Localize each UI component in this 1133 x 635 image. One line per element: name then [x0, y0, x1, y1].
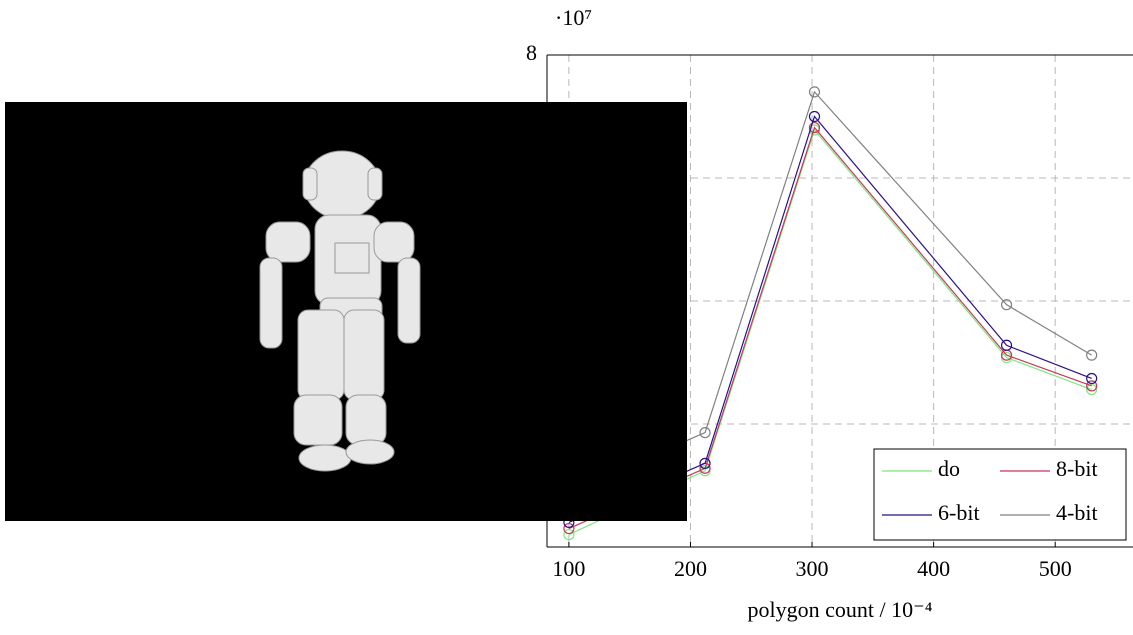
data-point — [563, 529, 575, 541]
legend: do 8-bit 6-bit 4-bit — [873, 448, 1127, 541]
data-point — [1086, 383, 1098, 396]
legend-label: do — [938, 456, 960, 481]
x-axis-label: polygon count / 10⁻⁴ — [748, 597, 933, 622]
data-point — [563, 522, 575, 535]
x-tick-label: 300 — [796, 556, 829, 581]
robot-chest — [334, 242, 370, 274]
legend-label: 6-bit — [938, 500, 980, 525]
data-point — [1086, 349, 1098, 361]
data-point — [1086, 372, 1098, 385]
legend-label: 4-bit — [1056, 500, 1098, 525]
x-tick-label: 200 — [674, 556, 707, 581]
y-multiplier: ·10⁷ — [555, 5, 592, 30]
x-tick-label: 100 — [552, 556, 585, 581]
data-point — [1000, 299, 1013, 311]
data-point — [699, 427, 711, 439]
data-point — [1000, 339, 1013, 351]
x-tick-label: 500 — [1039, 556, 1072, 581]
data-point — [699, 457, 711, 469]
legend-box — [873, 448, 1127, 541]
robot-image — [5, 102, 687, 521]
x-tick-label: 400 — [917, 556, 950, 581]
y-tick-label: 8 — [526, 40, 537, 65]
legend-label: 8-bit — [1056, 456, 1098, 481]
data-point — [808, 86, 821, 98]
data-point — [1086, 380, 1098, 392]
data-point — [808, 110, 821, 123]
robot — [259, 150, 421, 472]
data-point — [808, 121, 821, 134]
